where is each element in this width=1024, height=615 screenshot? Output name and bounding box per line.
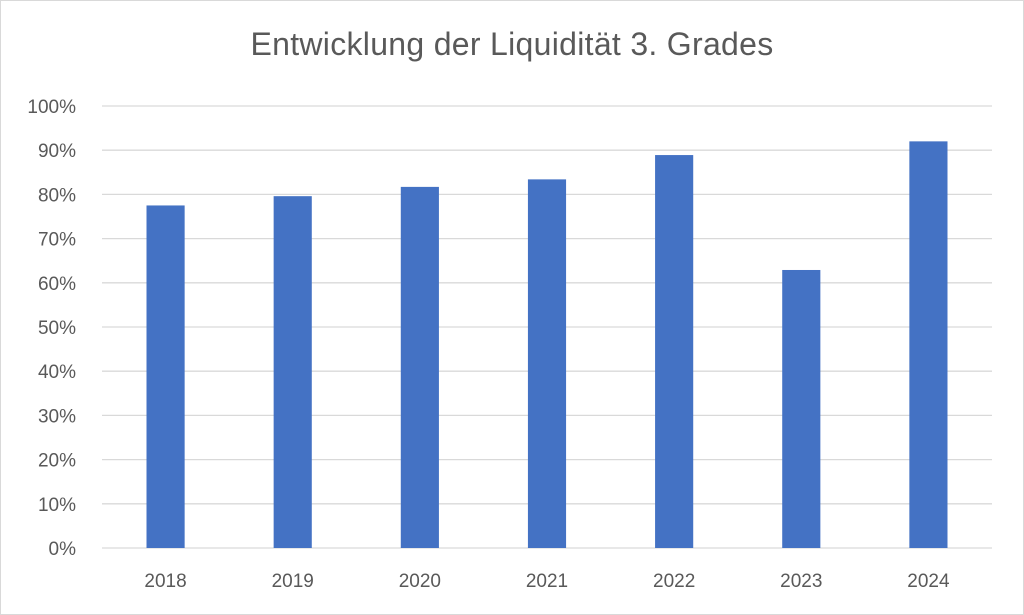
y-tick-label: 30% [38, 406, 76, 427]
x-tick-label: 2018 [144, 571, 186, 592]
x-tick-label: 2024 [907, 571, 950, 592]
bar-2024 [909, 141, 948, 549]
x-tick-label: 2020 [399, 571, 441, 592]
bar-2022 [655, 155, 694, 548]
bar-2020 [400, 186, 439, 549]
y-axis-labels: 0% 10% 20% 30% 40% 50% 60% 70% 80% 90% 100% [27, 97, 76, 560]
y-tick-label: 20% [38, 451, 76, 472]
x-axis-labels: 2018 2019 2020 2021 2022 2023 2024 [144, 571, 950, 592]
x-tick-label: 2023 [780, 571, 822, 592]
x-tick-label: 2022 [653, 571, 695, 592]
y-tick-label: 100% [27, 97, 76, 118]
y-tick-label: 70% [38, 230, 76, 251]
bar-2023 [782, 269, 821, 548]
y-tick-label: 10% [38, 495, 76, 516]
chart-title: Entwicklung der Liquidität 3. Grades [250, 26, 774, 62]
y-tick-label: 80% [38, 185, 76, 206]
y-tick-label: 50% [38, 318, 76, 339]
x-tick-label: 2019 [272, 571, 314, 592]
bars [146, 141, 948, 549]
x-tick-label: 2021 [526, 571, 568, 592]
bar-2021 [527, 179, 567, 548]
y-tick-label: 0% [49, 539, 77, 560]
y-tick-label: 60% [38, 274, 76, 295]
y-tick-label: 90% [38, 141, 76, 162]
y-tick-label: 40% [38, 362, 76, 383]
bar-2018 [146, 205, 185, 548]
bar-2019 [273, 196, 312, 548]
